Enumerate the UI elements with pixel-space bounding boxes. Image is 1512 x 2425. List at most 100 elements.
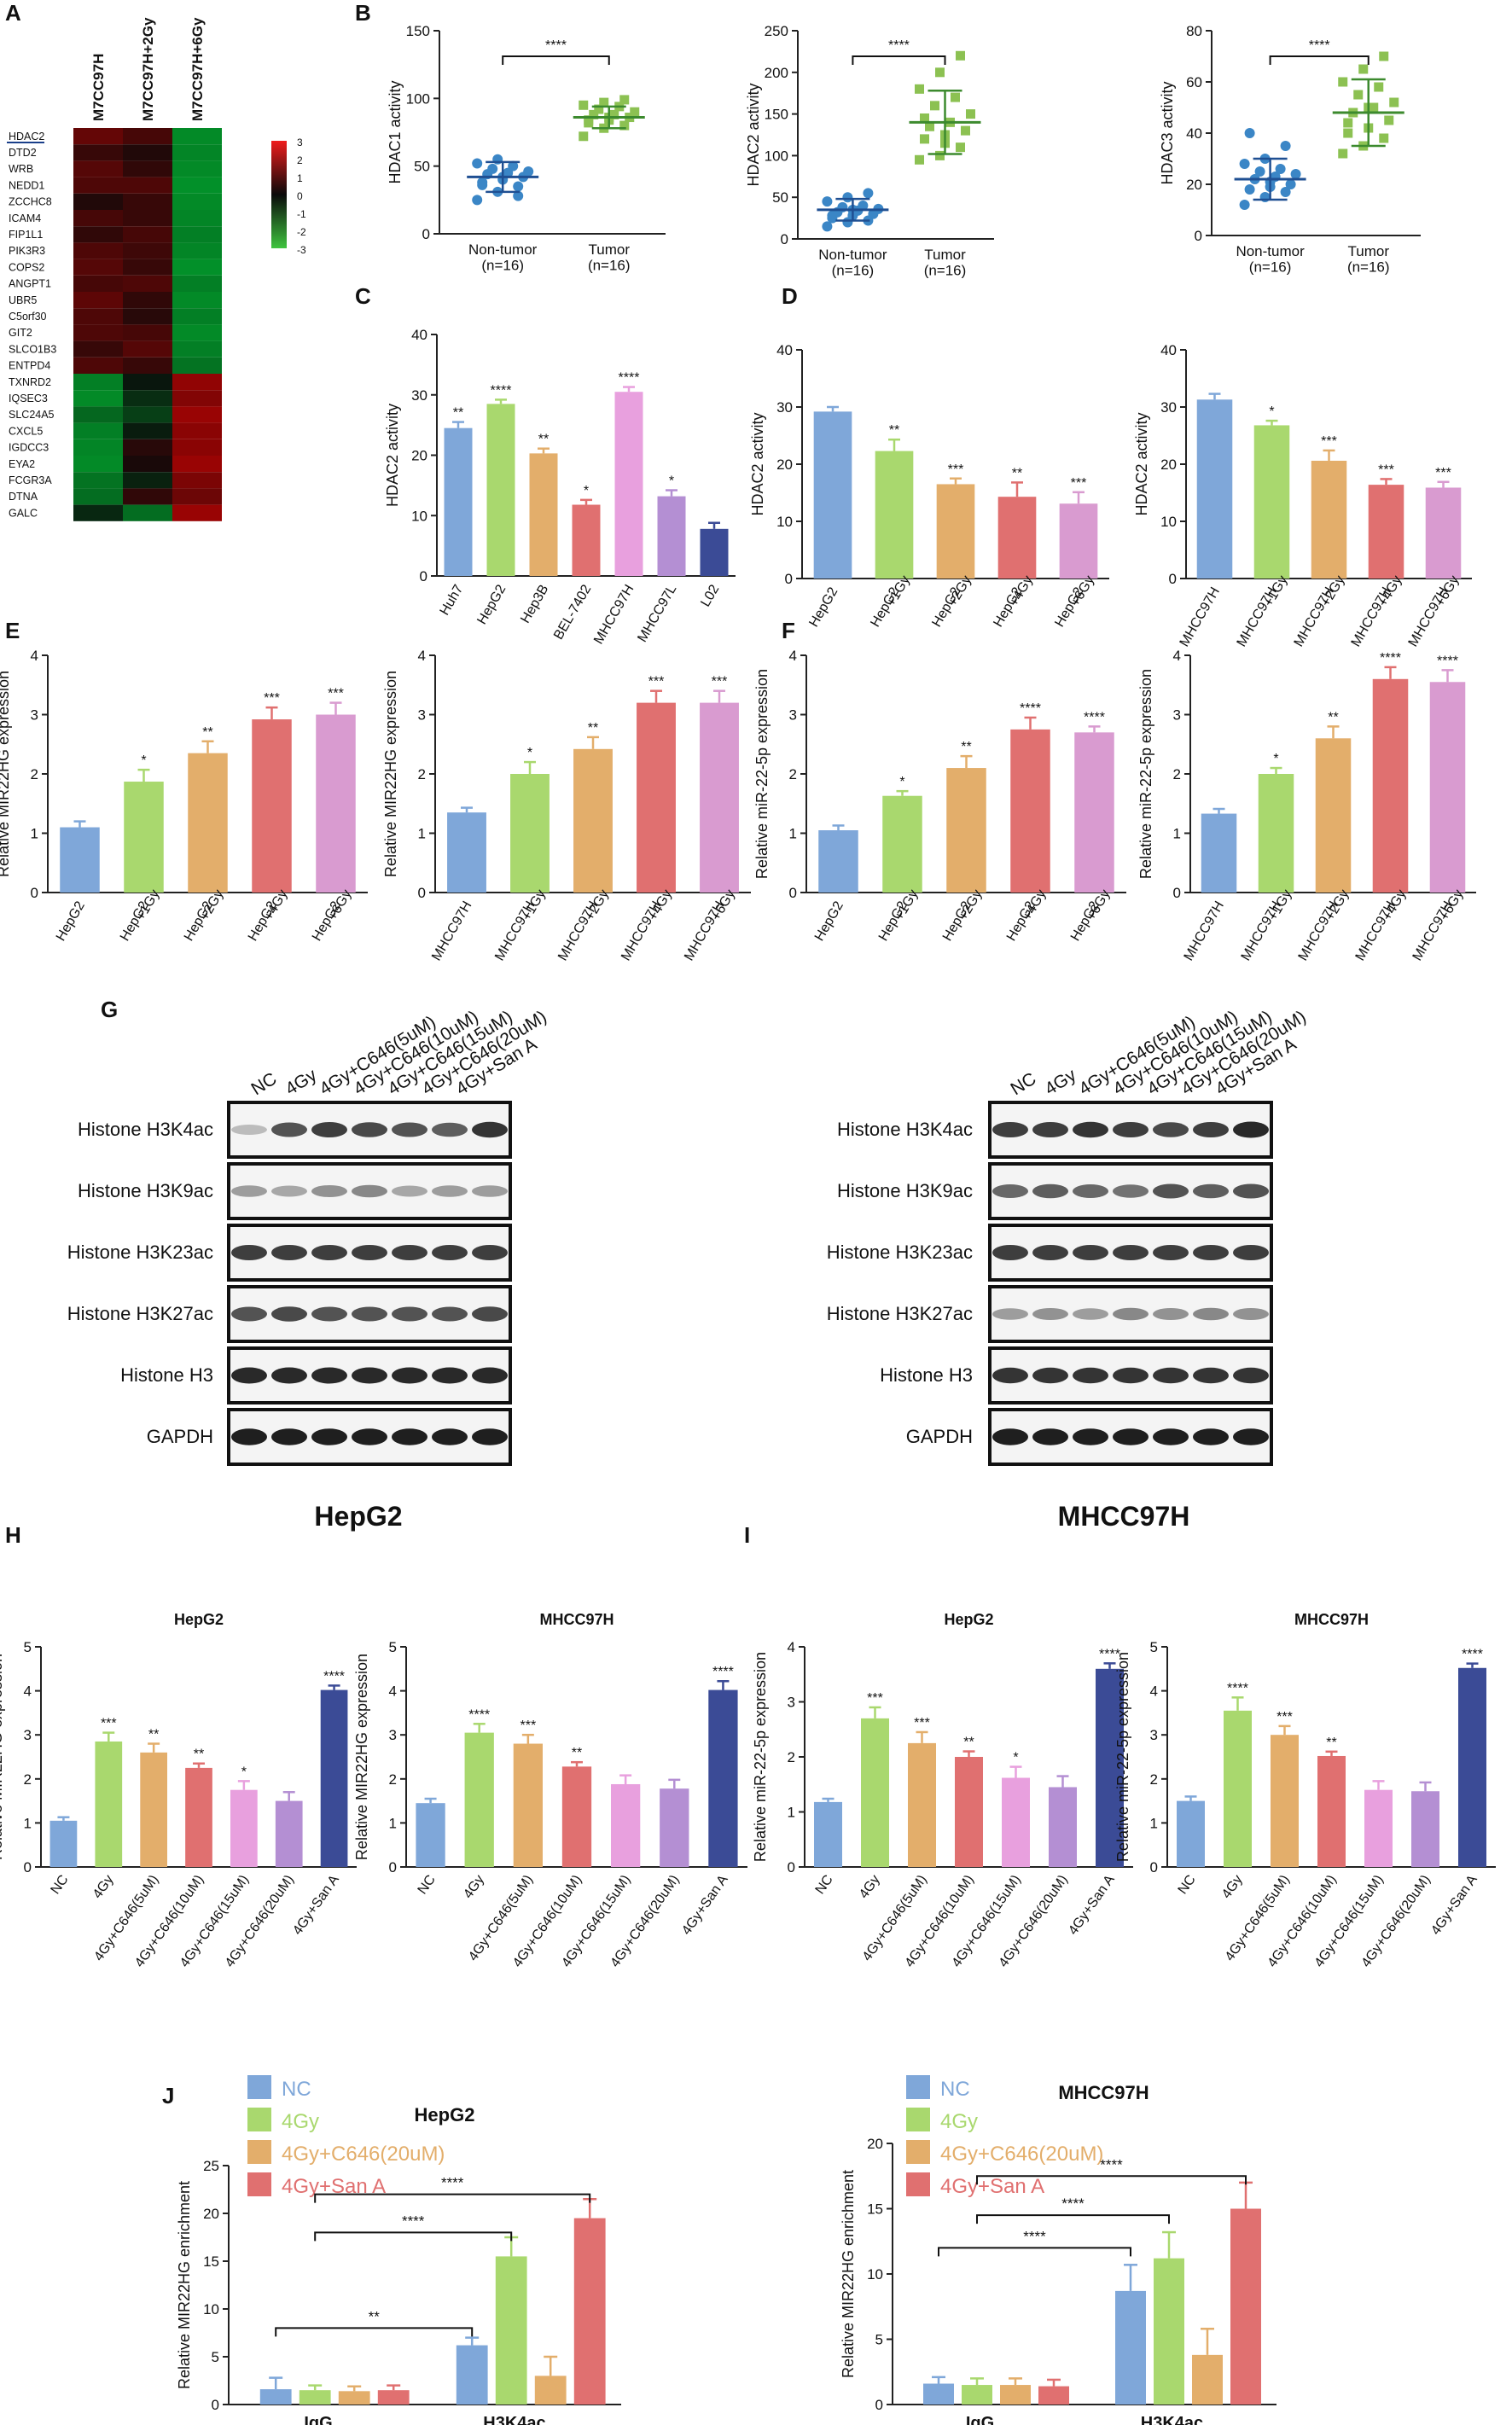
H2-y-tick-label: 1 bbox=[389, 1815, 397, 1831]
F1-x-tick-label: HepG2+4Gy bbox=[1004, 886, 1050, 945]
F2-x-tick-label: MHCC97H+2Gy bbox=[1296, 886, 1352, 965]
D1-significance: ** bbox=[889, 423, 899, 438]
heatmap-cell bbox=[123, 226, 172, 243]
I1-x-tick-label: 4Gy bbox=[857, 1873, 883, 1902]
D1-significance: *** bbox=[948, 462, 964, 477]
heatmap-cell bbox=[172, 390, 222, 407]
H2-bar-4 bbox=[611, 1783, 641, 1867]
blot-band bbox=[1233, 1308, 1269, 1320]
blot-band bbox=[1113, 1122, 1149, 1137]
blot-band bbox=[231, 1367, 267, 1384]
heatmap-cell bbox=[123, 242, 172, 259]
F1-x-tick-label: HepG2 bbox=[812, 898, 846, 943]
I2-title: MHCC97H bbox=[1294, 1611, 1369, 1628]
blot-lane-label: NC bbox=[247, 1069, 280, 1100]
B3-point-tumor bbox=[1338, 77, 1348, 87]
chart-E1: 0 1 2 3 4 Relative MIR22HG expression HepG2 * He… bbox=[0, 648, 368, 944]
B1-point-tumor bbox=[594, 104, 604, 114]
heatmap-gene-label: UBR5 bbox=[9, 294, 37, 306]
J1-bar-4Gy+C646(20uM) bbox=[338, 2391, 370, 2405]
heatmap-legend-tick: -3 bbox=[297, 244, 306, 256]
blot-band bbox=[231, 1245, 267, 1260]
blot-band bbox=[432, 1185, 468, 1197]
D2-bar-1 bbox=[1253, 425, 1290, 579]
H1-y-tick-label: 3 bbox=[24, 1727, 32, 1743]
B3-point-nontumor bbox=[1290, 169, 1301, 179]
E2-bar-0 bbox=[447, 812, 486, 893]
J1-y-tick-label: 20 bbox=[203, 2206, 219, 2222]
blot-band bbox=[1113, 1245, 1149, 1260]
F1-significance: **** bbox=[1020, 701, 1041, 716]
F2-significance: **** bbox=[1380, 651, 1401, 666]
F2-y-tick-label: 2 bbox=[1173, 766, 1181, 782]
heatmap-gene-label: GIT2 bbox=[9, 327, 32, 339]
blot-lane-label: 4Gy bbox=[282, 1065, 320, 1099]
C-bar-0 bbox=[444, 427, 473, 576]
heatmap-gene-label: DTNA bbox=[9, 491, 38, 503]
H2-significance: **** bbox=[712, 1665, 734, 1679]
heatmap-legend-tick: -2 bbox=[297, 226, 306, 238]
B1-point-nontumor bbox=[513, 190, 524, 201]
heatmap-cell bbox=[73, 488, 123, 505]
E2-significance: *** bbox=[648, 675, 665, 689]
blot-band bbox=[311, 1185, 347, 1197]
legend-entry: NC bbox=[282, 2078, 311, 2101]
B3-point-tumor bbox=[1358, 64, 1369, 74]
J1-bar-4Gy bbox=[495, 2256, 527, 2405]
heatmap-cell bbox=[73, 374, 123, 391]
B3-point-nontumor bbox=[1244, 184, 1255, 195]
I2-significance: ** bbox=[1326, 1736, 1336, 1750]
I2-y-tick-label: 1 bbox=[1150, 1815, 1158, 1831]
C-significance: * bbox=[584, 484, 589, 498]
heatmap-cell bbox=[73, 128, 123, 145]
I2-significance: **** bbox=[1227, 1681, 1248, 1695]
E2-x-tick-label: MHCC97H+6Gy bbox=[682, 886, 738, 965]
heatmap-cell bbox=[73, 210, 123, 227]
C-bar-6 bbox=[700, 528, 729, 576]
F2-x-tick-label: MHCC97H bbox=[1182, 899, 1227, 963]
C-significance: **** bbox=[491, 383, 512, 398]
F1-x-tick-label: HepG2+2Gy bbox=[940, 886, 986, 945]
E2-significance: ** bbox=[588, 721, 598, 736]
legend-swatch bbox=[906, 2172, 930, 2196]
F1-bar-3 bbox=[1010, 729, 1050, 893]
legend-swatch bbox=[247, 2108, 271, 2131]
B1-y-tick-label: 50 bbox=[414, 159, 430, 175]
blot-band bbox=[271, 1185, 307, 1197]
D1-x-tick-label: HepG2+6Gy bbox=[1052, 572, 1097, 631]
B1-point-tumor bbox=[599, 97, 609, 108]
H2-y-tick-label: 5 bbox=[389, 1639, 397, 1655]
F2-x-tick-label: MHCC97H+6Gy bbox=[1410, 886, 1467, 965]
chart-J1: 0 5 10 15 20 25 Relative MIR22HG enrichment IgG… bbox=[176, 2104, 621, 2425]
C-x-tick-label: MHCC97H bbox=[591, 583, 637, 647]
F1-significance: ** bbox=[961, 740, 971, 754]
blot-band bbox=[432, 1122, 468, 1137]
blot-row-label: Histone H3K23ac bbox=[827, 1242, 973, 1263]
F1-bar-4 bbox=[1074, 732, 1114, 893]
B1-point-nontumor bbox=[477, 179, 488, 190]
D1-y-tick-label: 30 bbox=[776, 399, 793, 416]
D1-y-tick-label: 20 bbox=[776, 457, 793, 473]
heatmap-cell bbox=[172, 340, 222, 358]
blot-band bbox=[472, 1245, 508, 1260]
F1-bar-0 bbox=[818, 830, 858, 893]
heatmap-cell bbox=[123, 144, 172, 161]
C-significance: ** bbox=[453, 406, 463, 421]
I1-significance: ** bbox=[963, 1736, 974, 1750]
B2-point-tumor bbox=[961, 125, 970, 136]
J2-y-tick-label: 5 bbox=[875, 2332, 883, 2348]
B3-point-tumor bbox=[1374, 82, 1384, 92]
J2-y-tick-label: 0 bbox=[875, 2397, 883, 2413]
B3-y-tick-label: 40 bbox=[1186, 125, 1202, 142]
heatmap-cell bbox=[123, 472, 172, 489]
heatmap-cell bbox=[123, 357, 172, 374]
J1-y-tick-label: 10 bbox=[203, 2301, 219, 2317]
B1-point-tumor bbox=[630, 107, 640, 117]
heatmap-cell bbox=[73, 259, 123, 276]
heatmap-cell bbox=[73, 177, 123, 194]
blot-band bbox=[992, 1184, 1028, 1198]
heatmap-cell bbox=[73, 275, 123, 292]
blot-band bbox=[472, 1367, 508, 1384]
chart-F2: 0 1 2 3 4 Relative miR-22-5p expression MHCC97… bbox=[1137, 648, 1476, 965]
I2-bar-4 bbox=[1364, 1789, 1393, 1867]
